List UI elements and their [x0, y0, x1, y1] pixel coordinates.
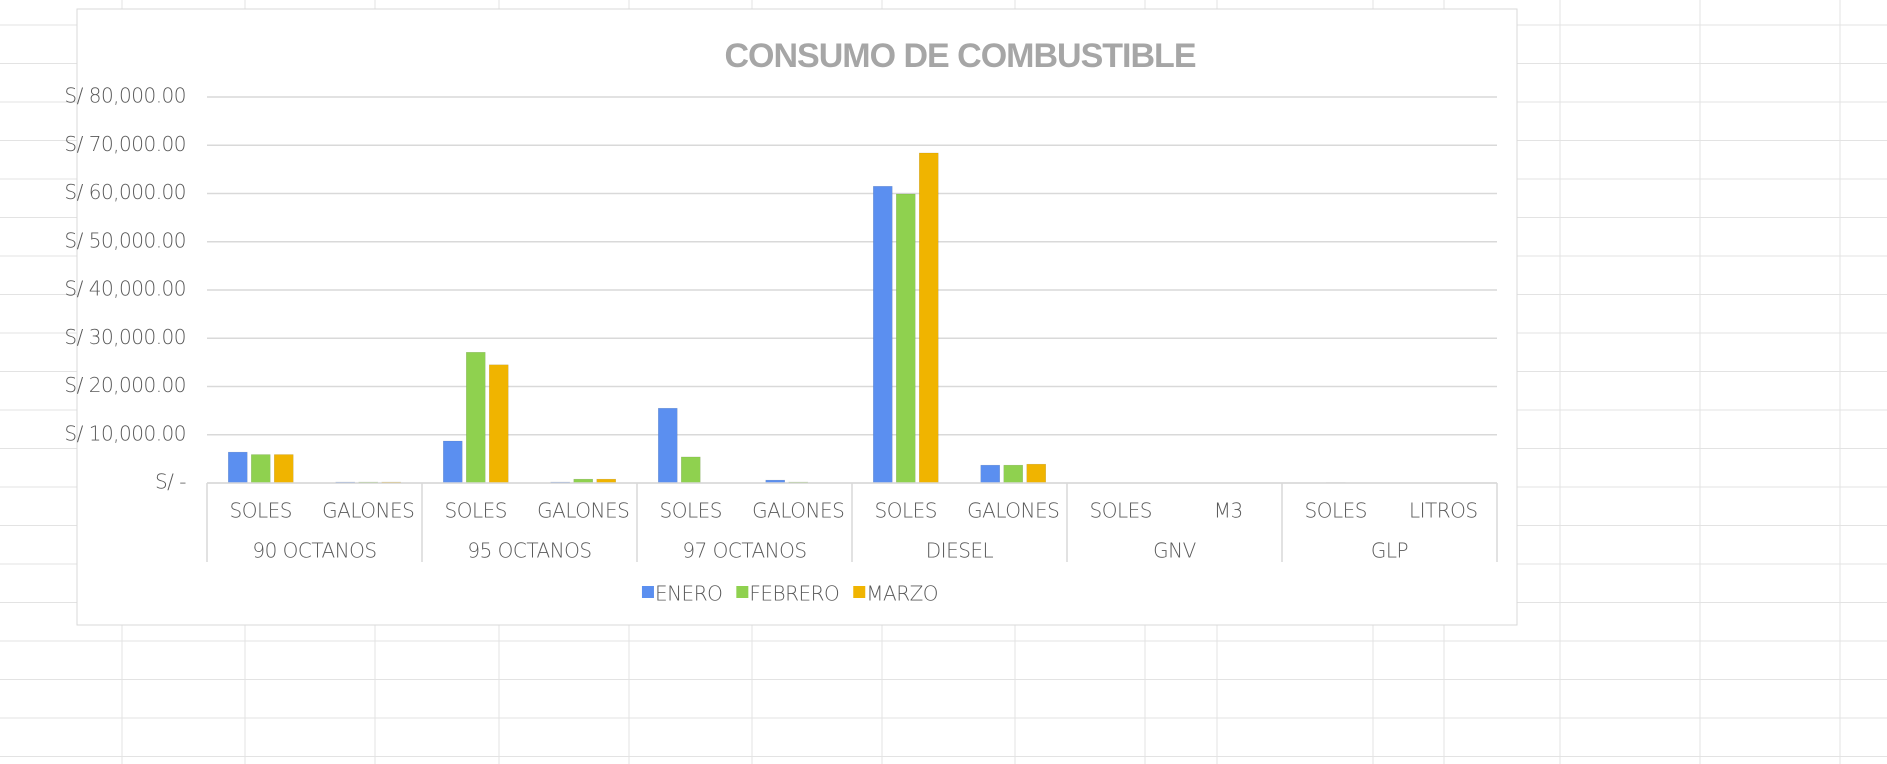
group-label: 95 OCTANOS	[467, 539, 591, 563]
x-tick-label: M3	[1214, 499, 1243, 523]
bar	[443, 440, 463, 484]
group-label: GNV	[1153, 539, 1196, 563]
bar	[681, 456, 701, 484]
x-tick-label: GALONES	[537, 499, 629, 523]
legend: ENERO FEBRERO MARZO	[641, 582, 939, 606]
x-tick-label: GALONES	[322, 499, 414, 523]
bar	[919, 152, 939, 484]
y-tick-label: S/ 10,000.00	[64, 421, 186, 445]
y-tick-label: S/ 40,000.00	[64, 277, 186, 301]
legend-swatch	[853, 586, 866, 598]
y-tick-label: S/ 60,000.00	[64, 180, 186, 204]
x-tick-label: SOLES	[445, 499, 507, 523]
group-label: 90 OCTANOS	[252, 539, 376, 563]
group-label: 97 OCTANOS	[682, 539, 806, 563]
group-label: GLP	[1371, 539, 1408, 563]
bar	[251, 454, 271, 484]
legend-label: FEBRERO	[749, 582, 839, 606]
x-tick-label: SOLES	[1305, 499, 1367, 523]
x-tick-label: GALONES	[967, 499, 1059, 523]
x-tick-label: SOLES	[1090, 499, 1152, 523]
legend-label: ENERO	[655, 582, 722, 606]
bar	[1026, 463, 1046, 484]
y-tick-label: S/ 20,000.00	[64, 373, 186, 397]
x-tick-label: SOLES	[660, 499, 722, 523]
y-tick-label: S/ 70,000.00	[64, 132, 186, 156]
bar	[873, 186, 893, 484]
group-label: DIESEL	[926, 539, 994, 563]
bar	[489, 364, 509, 484]
bar	[658, 407, 678, 484]
y-tick-label: S/ 30,000.00	[64, 325, 186, 349]
y-tick-label: S/ 80,000.00	[64, 84, 186, 108]
bar	[466, 351, 486, 484]
legend-swatch	[641, 586, 654, 598]
chart-area	[76, 8, 1518, 626]
bar	[274, 454, 294, 484]
x-tick-label: SOLES	[875, 499, 937, 523]
legend-swatch	[736, 586, 749, 598]
bar	[228, 451, 248, 484]
y-tick-label: S/ 50,000.00	[64, 228, 186, 252]
bar	[1003, 464, 1023, 484]
x-tick-label: GALONES	[752, 499, 844, 523]
legend-label: MARZO	[866, 582, 938, 606]
x-tick-label: SOLES	[230, 499, 292, 523]
y-tick-label: S/ -	[155, 470, 186, 494]
chart-title: CONSUMO DE COMBUSTIBLE	[725, 37, 1196, 75]
bar	[896, 193, 916, 484]
x-tick-label: LITROS	[1409, 499, 1478, 523]
bar	[980, 464, 1000, 484]
